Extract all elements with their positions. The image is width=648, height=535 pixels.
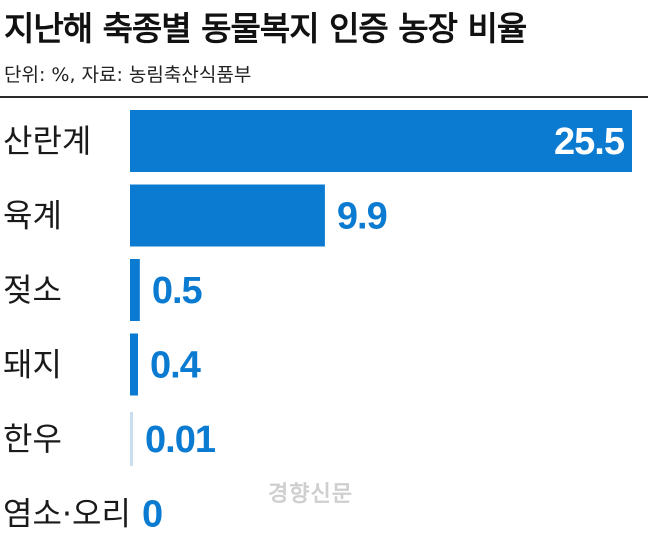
chart-title: 지난해 축종별 동물복지 인증 농장 비율: [4, 9, 527, 48]
bar: [130, 110, 632, 172]
value-label: 0.4: [150, 345, 201, 387]
value-label: 0.01: [145, 419, 216, 461]
bar: [130, 412, 133, 466]
bar: [130, 259, 140, 321]
category-label: 육계: [3, 197, 62, 235]
category-label: 염소·오리: [3, 495, 131, 533]
category-label: 젖소: [3, 271, 62, 309]
publisher-watermark: 경향신문: [268, 482, 353, 507]
category-label: 돼지: [3, 346, 62, 384]
value-label: 0.5: [152, 270, 203, 312]
title-divider: [0, 96, 648, 98]
value-label: 0: [142, 494, 162, 535]
bar: [130, 184, 325, 247]
category-label: 산란계: [3, 122, 91, 160]
category-label: 한우: [3, 420, 62, 458]
chart-subtitle: 단위: %, 자료: 농림축산식품부: [4, 64, 252, 86]
bar: [130, 333, 138, 396]
value-label: 9.9: [337, 196, 387, 238]
value-label: 25.5: [554, 121, 625, 163]
